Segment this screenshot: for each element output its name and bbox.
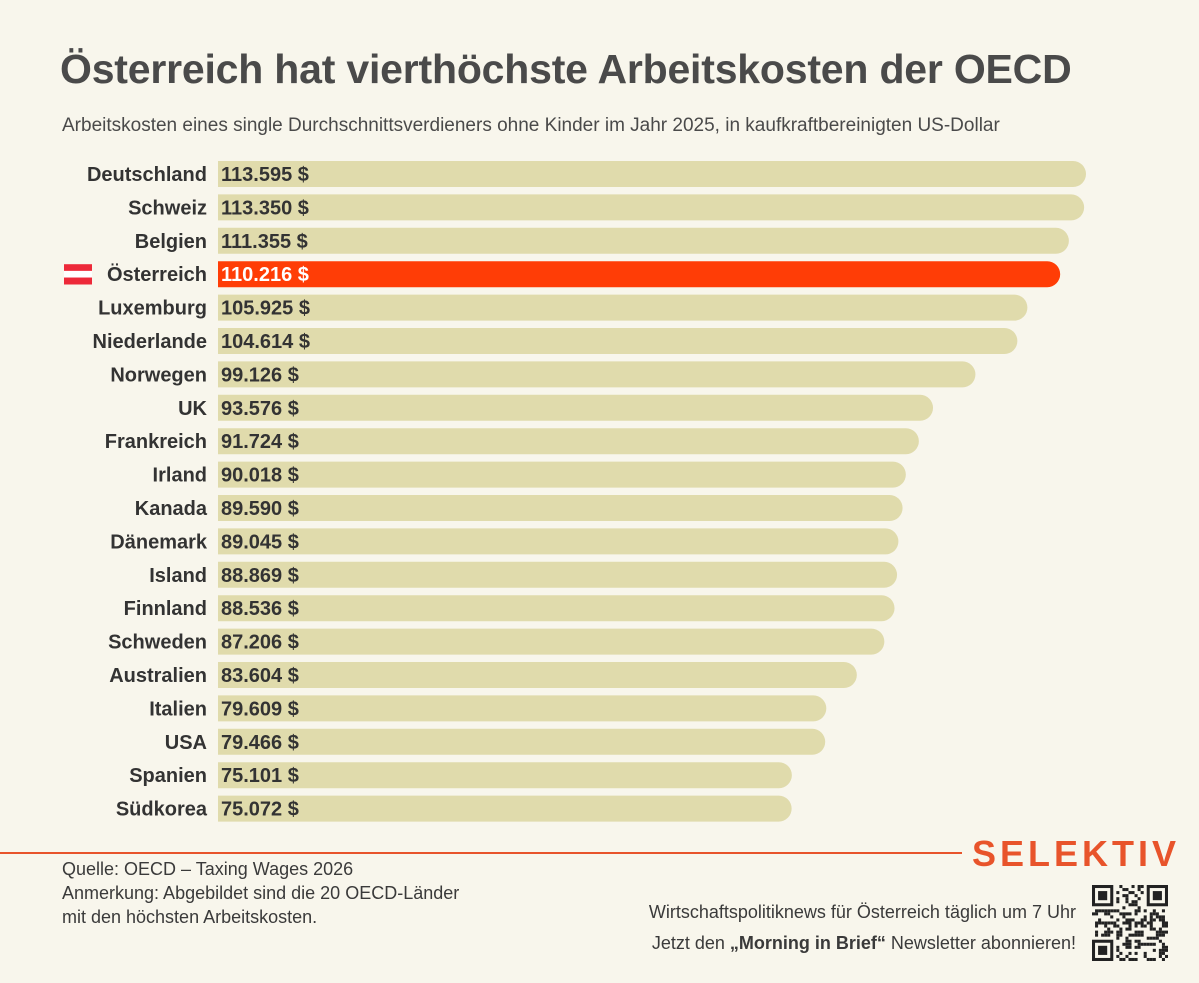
category-label: UK (178, 398, 207, 420)
category-label: Österreich (107, 263, 207, 286)
category-label: Norwegen (110, 364, 207, 386)
value-label: 88.869 $ (221, 565, 299, 587)
value-label: 89.045 $ (221, 531, 299, 553)
value-label: 88.536 $ (221, 598, 299, 620)
category-label: Niederlande (93, 331, 207, 353)
value-label: 79.609 $ (221, 698, 299, 720)
qr-code-icon[interactable] (1092, 885, 1168, 961)
austria-flag-icon (64, 264, 92, 285)
category-label: Spanien (129, 765, 207, 787)
value-label: 105.925 $ (221, 298, 310, 320)
category-label: Kanada (135, 498, 208, 520)
bar-norwegen (218, 361, 976, 388)
value-label: 83.604 $ (221, 665, 299, 687)
value-label: 90.018 $ (221, 465, 299, 487)
bar-frankreich (218, 428, 919, 455)
note-line-1: Anmerkung: Abgebildet sind die 20 OECD-L… (62, 883, 460, 903)
value-label: 79.466 $ (221, 732, 299, 754)
brand-logo: SELEKTIV (972, 833, 1181, 874)
promo-prefix: Jetzt den (651, 933, 730, 953)
note-line-2: mit den höchsten Arbeitskosten. (62, 907, 318, 927)
promo-suffix: Newsletter abonnieren! (885, 933, 1076, 953)
chart-title: Österreich hat vierthöchste Arbeitskoste… (60, 46, 1072, 92)
category-label: Schweden (108, 632, 207, 654)
bar-österreich (218, 261, 1061, 288)
source-text: Quelle: OECD – Taxing Wages 2026 (62, 859, 354, 879)
value-label: 104.614 $ (221, 331, 310, 353)
value-label: 75.072 $ (221, 799, 299, 821)
category-label: Irland (153, 465, 207, 487)
category-label: Deutschland (87, 164, 207, 186)
category-label: Italien (149, 698, 207, 720)
value-label: 110.216 $ (221, 264, 309, 286)
value-label: 87.206 $ (221, 632, 299, 654)
category-label: Island (149, 565, 207, 587)
bar-dänemark (218, 528, 899, 555)
bar-italien (218, 695, 827, 722)
category-label: Luxemburg (98, 298, 207, 320)
value-label: 89.590 $ (221, 498, 299, 520)
value-label: 113.350 $ (221, 197, 309, 219)
value-label: 113.595 $ (221, 164, 309, 186)
bar-luxemburg (218, 294, 1028, 321)
value-label: 93.576 $ (221, 398, 299, 420)
promo-line-1: Wirtschaftspolitiknews für Österreich tä… (648, 902, 1076, 922)
bar-australien (218, 662, 857, 688)
newsletter-promo: Wirtschaftspolitiknews für Österreich tä… (649, 897, 1076, 959)
bar-deutschland (218, 161, 1086, 187)
category-label: Finnland (124, 598, 207, 620)
value-label: 91.724 $ (221, 431, 299, 453)
bar-uk (218, 394, 934, 421)
bar-chart: Deutschland 113.595 $ Schweiz 113.350 $ Belg… (64, 161, 1086, 822)
bar-finnland (218, 595, 895, 622)
bar-niederlande (218, 328, 1018, 354)
bar-kanada (218, 495, 903, 521)
promo-line-2[interactable]: Jetzt den „Morning in Brief“ Newsletter … (649, 928, 1076, 959)
category-label: Südkorea (116, 799, 208, 821)
category-label: Schweiz (128, 197, 207, 219)
value-label: 75.101 $ (221, 765, 299, 787)
category-label: USA (165, 732, 207, 754)
chart-subtitle: Arbeitskosten eines single Durchschnitts… (62, 115, 1000, 136)
bar-spanien (218, 762, 792, 789)
bar-usa (218, 728, 826, 755)
category-label: Frankreich (105, 431, 207, 453)
value-label: 99.126 $ (221, 364, 299, 386)
bar-irland (218, 461, 906, 488)
bar-island (218, 561, 898, 588)
footer-divider (0, 852, 962, 854)
value-label: 111.355 $ (221, 231, 308, 253)
bar-schweden (218, 628, 885, 655)
source-note: Quelle: OECD – Taxing Wages 2026 Anmerku… (62, 857, 459, 929)
category-label: Dänemark (110, 531, 208, 553)
category-label: Australien (109, 665, 207, 687)
bar-belgien (218, 227, 1069, 254)
bar-südkorea (218, 795, 792, 822)
promo-newsletter-name: „Morning in Brief“ (729, 933, 886, 953)
category-label: Belgien (135, 231, 207, 253)
bar-schweiz (218, 194, 1085, 221)
